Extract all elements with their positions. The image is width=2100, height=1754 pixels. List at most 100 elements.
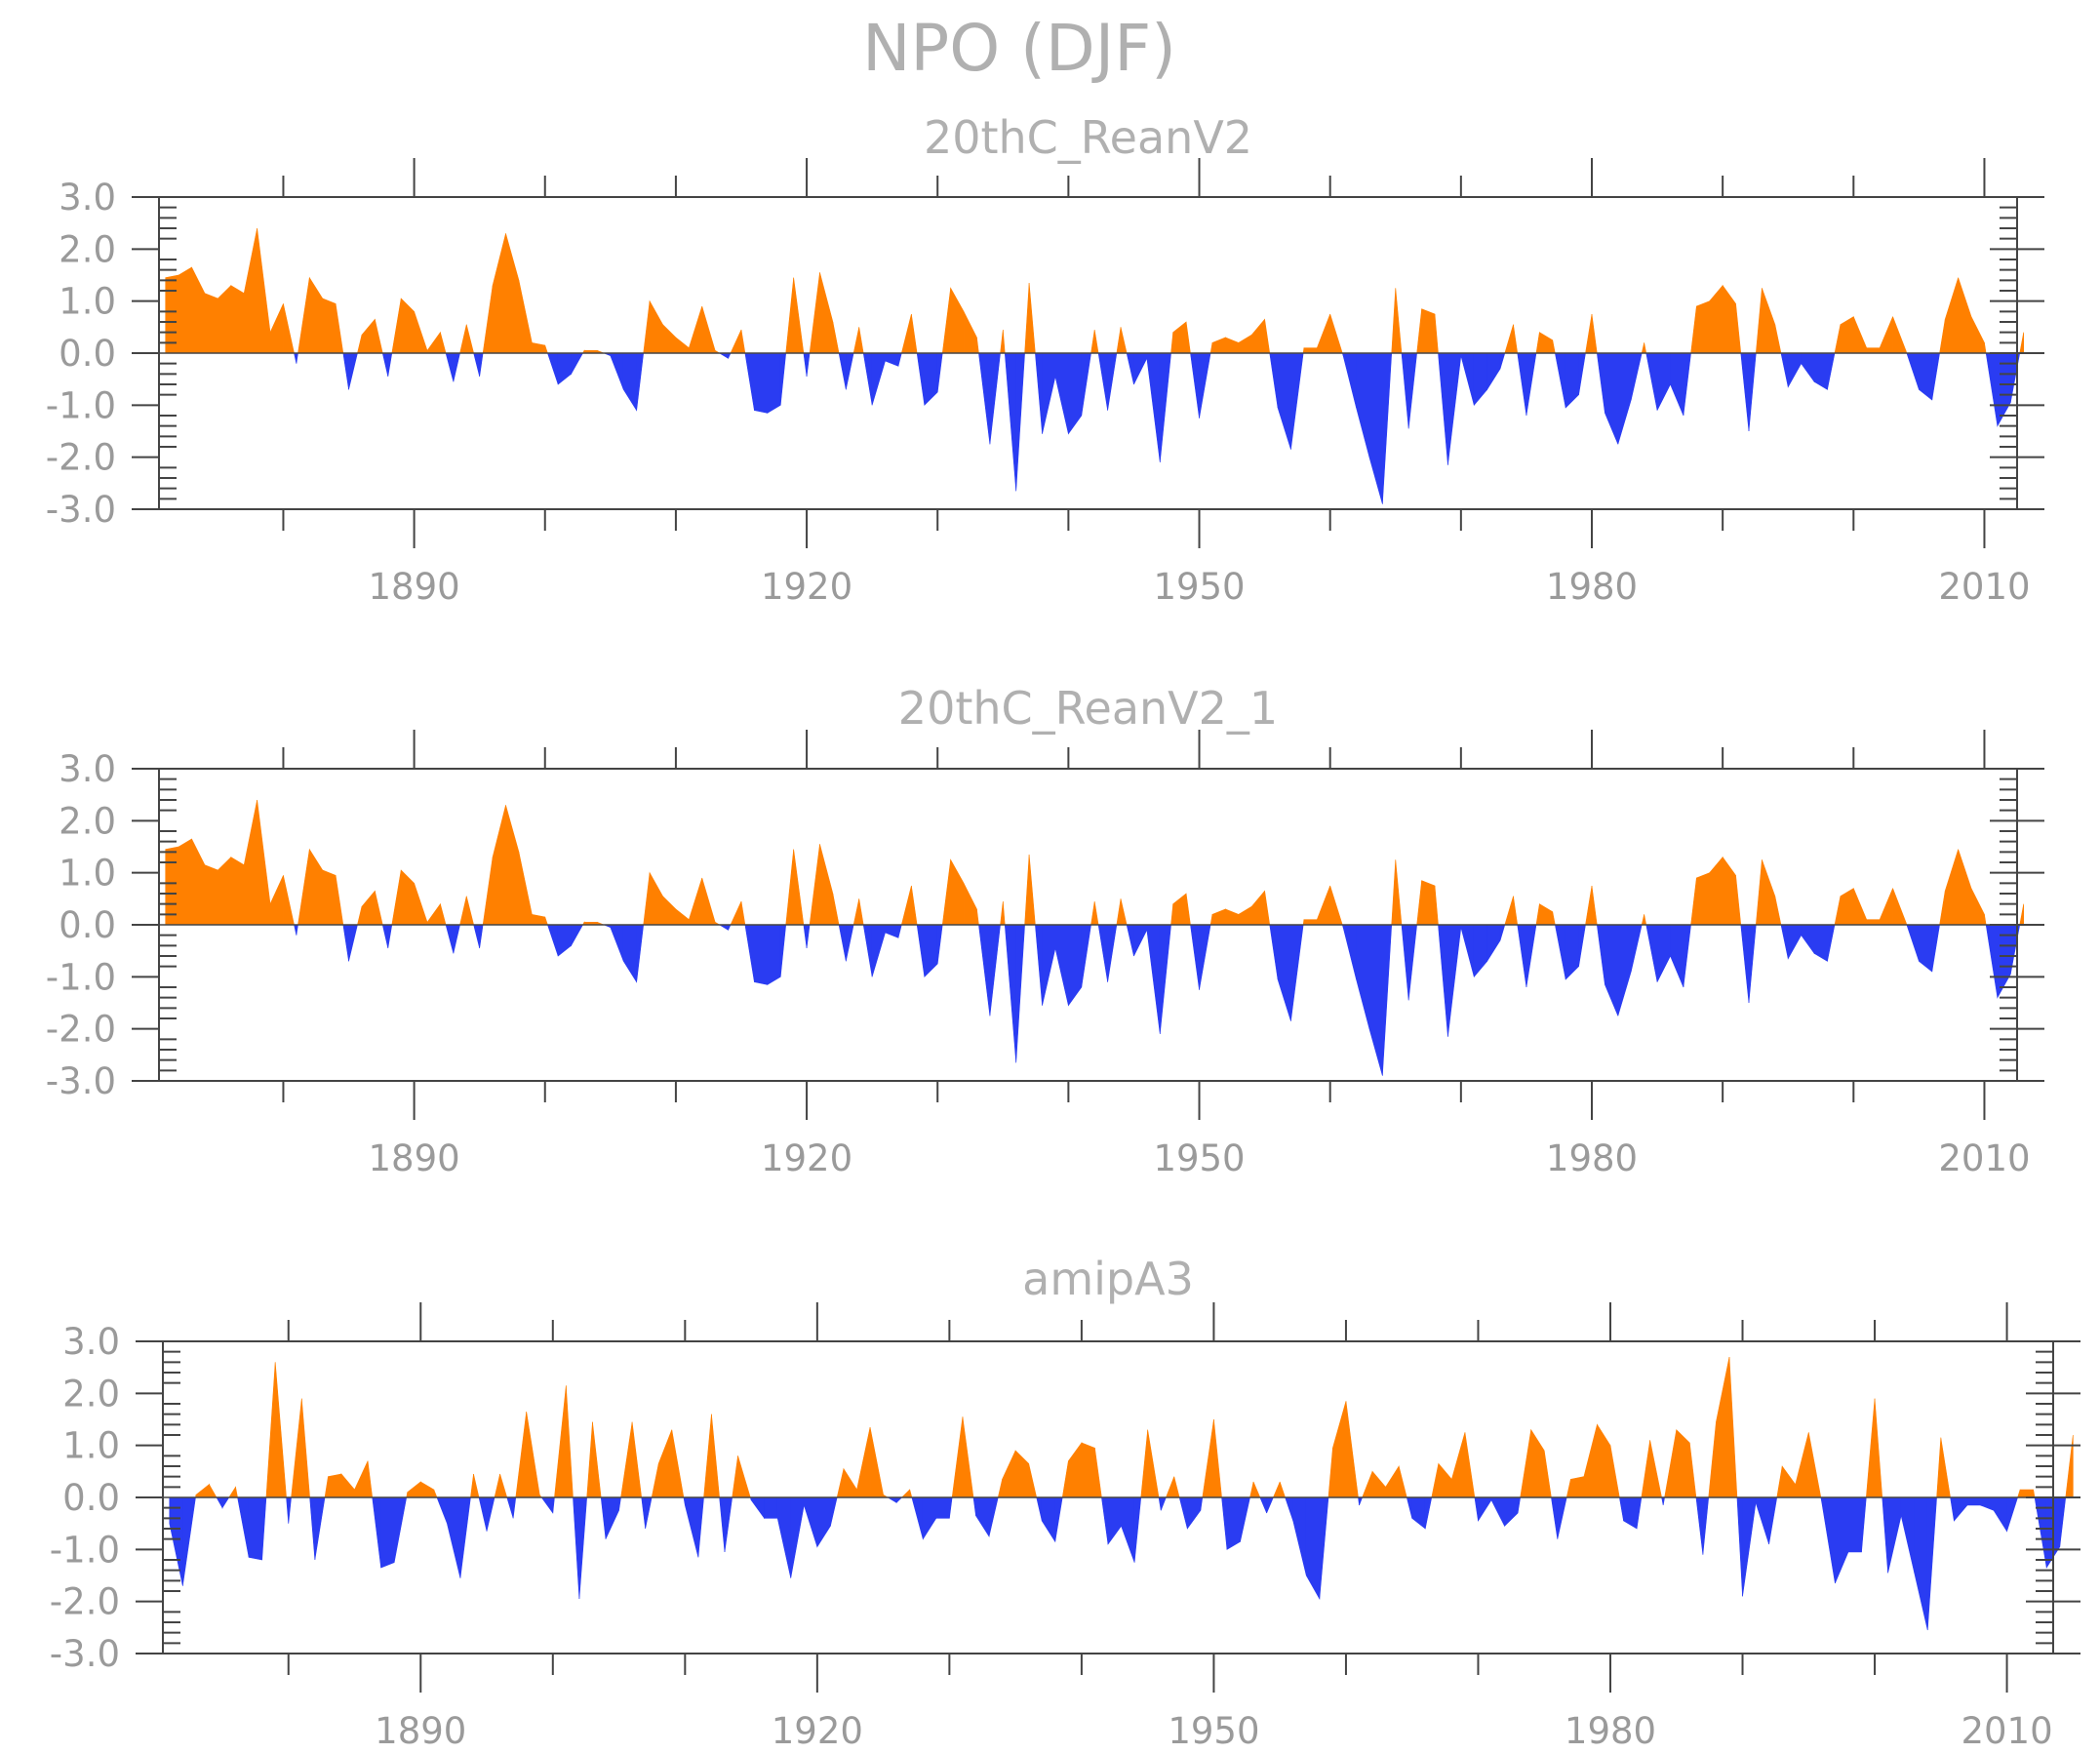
positive-segment [1879,888,1893,926]
negative-segment [1460,352,1475,406]
positive-segment [191,266,206,354]
x-axis: 1890 1920 1950 1980 2010 [287,1302,2053,1752]
positive-segment [1395,288,1403,354]
chart-panel-3: amipA3 3.0 2.0 1.0 0.0 -1.0 -2.0 -3.0 1890 1920 19… [50,1253,2080,1752]
negative-segment [862,352,873,406]
series-area [165,799,2025,1076]
negative-segment [573,1496,580,1600]
y-tick-label: 2.0 [59,228,116,270]
negative-segment [1285,1496,1294,1522]
positive-segment [1395,859,1403,926]
negative-segment [552,1496,555,1514]
y-axis: 3.0 2.0 1.0 0.0 -1.0 -2.0 -3.0 [46,177,2044,531]
negative-segment [803,352,808,378]
negative-segment [750,1496,765,1520]
negative-segment [571,924,584,947]
positive-segment [1002,900,1006,926]
positive-segment [1543,1450,1552,1498]
positive-segment [1385,1464,1400,1498]
positive-segment [1028,854,1036,926]
positive-segment [1316,885,1330,926]
positive-segment [1984,342,1987,354]
negative-segment [1107,1496,1122,1545]
negative-segment [744,924,755,982]
positive-segment [1093,900,1099,926]
x-tick-label: 1950 [1168,1710,1259,1752]
negative-segment [767,924,781,985]
negative-segment [1382,352,1393,504]
positive-segment [328,1473,342,1498]
negative-segment [1801,352,1815,383]
positive-segment [269,875,284,926]
positive-segment [1116,327,1122,354]
negative-segment [718,352,729,359]
positive-segment [900,885,912,926]
negative-segment [169,1496,183,1586]
negative-segment [846,352,854,390]
negative-segment [381,352,389,378]
positive-segment [440,332,447,354]
negative-segment [600,1496,607,1539]
negative-segment [387,924,393,949]
negative-segment [1557,1496,1567,1539]
negative-segment [221,1496,230,1509]
negative-segment [348,352,358,390]
positive-segment [1641,1440,1650,1498]
positive-segment [1093,329,1099,354]
negative-segment [1146,924,1161,1035]
positive-segment [809,844,820,926]
negative-segment [473,352,480,378]
negative-segment [372,1496,381,1569]
negative-segment [1199,924,1211,990]
positive-segment [209,1483,218,1498]
series-area [165,227,2025,504]
figure-title: NPO (DJF) [862,11,1176,86]
positive-segment [1416,880,1422,926]
x-tick-label: 1890 [375,1710,466,1752]
negative-segment [1081,352,1091,417]
negative-segment [1407,924,1417,1001]
negative-segment [803,1496,818,1547]
negative-segment [871,352,886,406]
positive-segment [195,1484,210,1498]
negative-segment [453,924,460,954]
negative-segment [459,1496,471,1578]
positive-segment [1795,1432,1809,1498]
negative-segment [887,1496,897,1503]
positive-segment [1202,1418,1214,1498]
negative-segment [1015,924,1025,1063]
positive-segment [1708,1421,1717,1498]
positive-segment [1583,1424,1598,1498]
positive-segment [1068,1442,1083,1498]
positive-segment [1609,1445,1620,1498]
negative-segment [1861,1496,1867,1553]
negative-segment [1525,352,1537,417]
positive-segment [785,849,794,926]
positive-segment [1172,321,1187,354]
positive-segment [361,318,376,354]
negative-segment [286,1496,290,1524]
positive-segment [1709,856,1724,926]
negative-segment [1368,924,1383,1076]
positive-segment [283,303,295,354]
positive-segment [1853,888,1868,926]
negative-segment [1200,1496,1204,1511]
positive-segment [526,1411,540,1498]
negative-segment [830,1496,838,1527]
positive-segment [1173,1476,1180,1498]
negative-segment [636,924,645,982]
positive-segment [1716,1356,1730,1498]
negative-segment [380,1496,395,1569]
negative-segment [728,924,732,931]
negative-segment [1630,352,1643,401]
positive-segment [1345,1401,1359,1498]
y-tick-label: -1.0 [46,956,116,998]
positive-segment [1421,880,1436,926]
positive-segment [308,848,323,926]
negative-segment [916,924,926,977]
negative-segment [1645,924,1658,982]
positive-segment [391,869,402,926]
positive-segment [269,303,284,354]
positive-segment [297,849,310,926]
negative-segment [1525,924,1537,988]
